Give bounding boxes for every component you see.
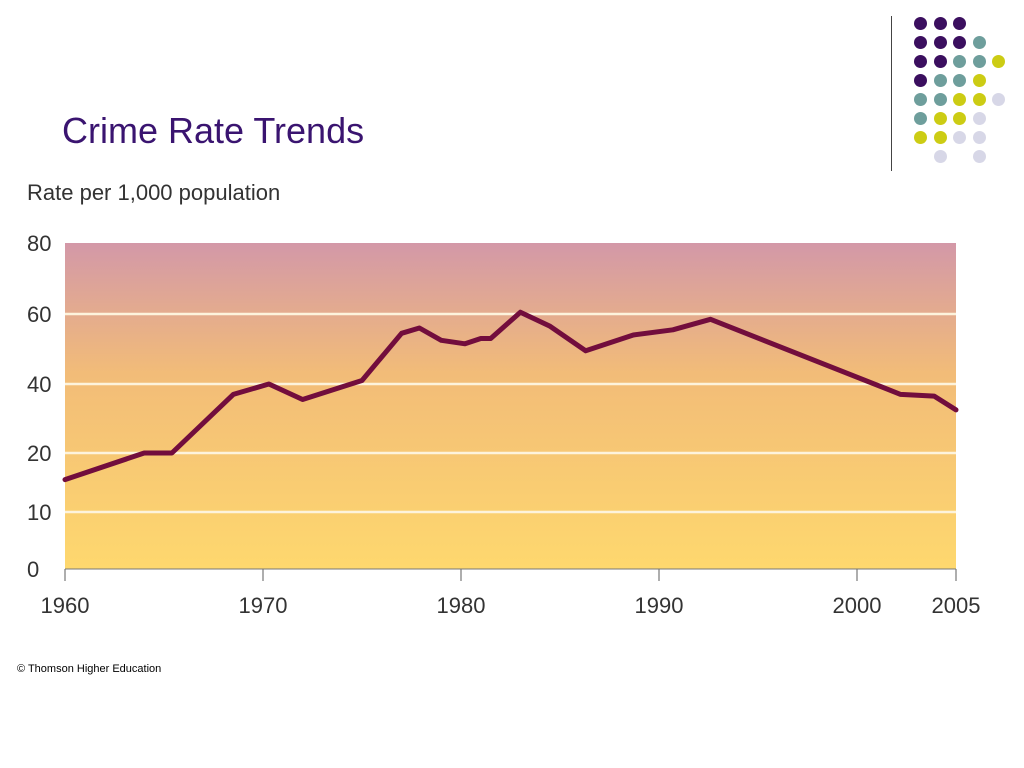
decor-dot [933,55,947,68]
y-tick-label: 40 [27,372,51,397]
y-axis-label: Rate per 1,000 population [27,180,281,205]
decor-dot [972,55,986,68]
plot-background [65,243,956,569]
decor-dot [914,17,927,30]
decor-dot [933,74,947,87]
decor-dot [953,112,966,125]
decor-divider [891,16,892,171]
decor-dot [972,112,986,125]
x-tick-label: 2005 [932,593,981,618]
x-tick-label: 2000 [833,593,882,618]
decor-dot [972,131,986,144]
decor-dot [914,74,927,87]
decor-dot [953,55,966,68]
decor-dot [953,17,966,30]
decor-dot [914,55,927,68]
decor-dot [953,36,966,49]
decor-dot [933,93,947,106]
decor-dot [953,93,966,106]
crime-rate-line [62,309,959,483]
decor-dot [972,93,986,106]
y-tick-label: 20 [27,441,51,466]
decor-dot [992,55,1005,68]
x-tick-label: 1960 [41,593,90,618]
x-tick-label: 1980 [437,593,486,618]
decor-dot [914,36,927,49]
decor-dot [933,131,947,144]
decor-dot [914,93,927,106]
decor-dot [933,17,947,30]
gridlines [65,312,956,514]
slide-title: Crime Rate Trends [62,110,365,151]
decor-dot [914,131,927,144]
y-tick-labels: 0 10 20 40 60 80 [27,231,51,582]
x-tick-labels: 1960 1970 1980 1990 2000 2005 [41,569,981,618]
decor-dot [953,131,966,144]
decor-dot [992,93,1005,106]
y-tick-label: 10 [27,500,51,525]
decor-dot [953,74,966,87]
decor-dot [972,150,986,163]
x-tick-label: 1970 [239,593,288,618]
decor-dot [914,112,927,125]
decor-dot [933,36,947,49]
x-tick-label: 1990 [635,593,684,618]
decor-dot [933,112,947,125]
decor-dot [972,36,986,49]
copyright-note: © Thomson Higher Education [17,663,162,675]
y-tick-label: 60 [27,302,51,327]
decor-dot [972,74,986,87]
y-tick-label: 0 [27,557,39,582]
y-tick-label: 80 [27,231,51,256]
decor-dot [933,150,947,163]
